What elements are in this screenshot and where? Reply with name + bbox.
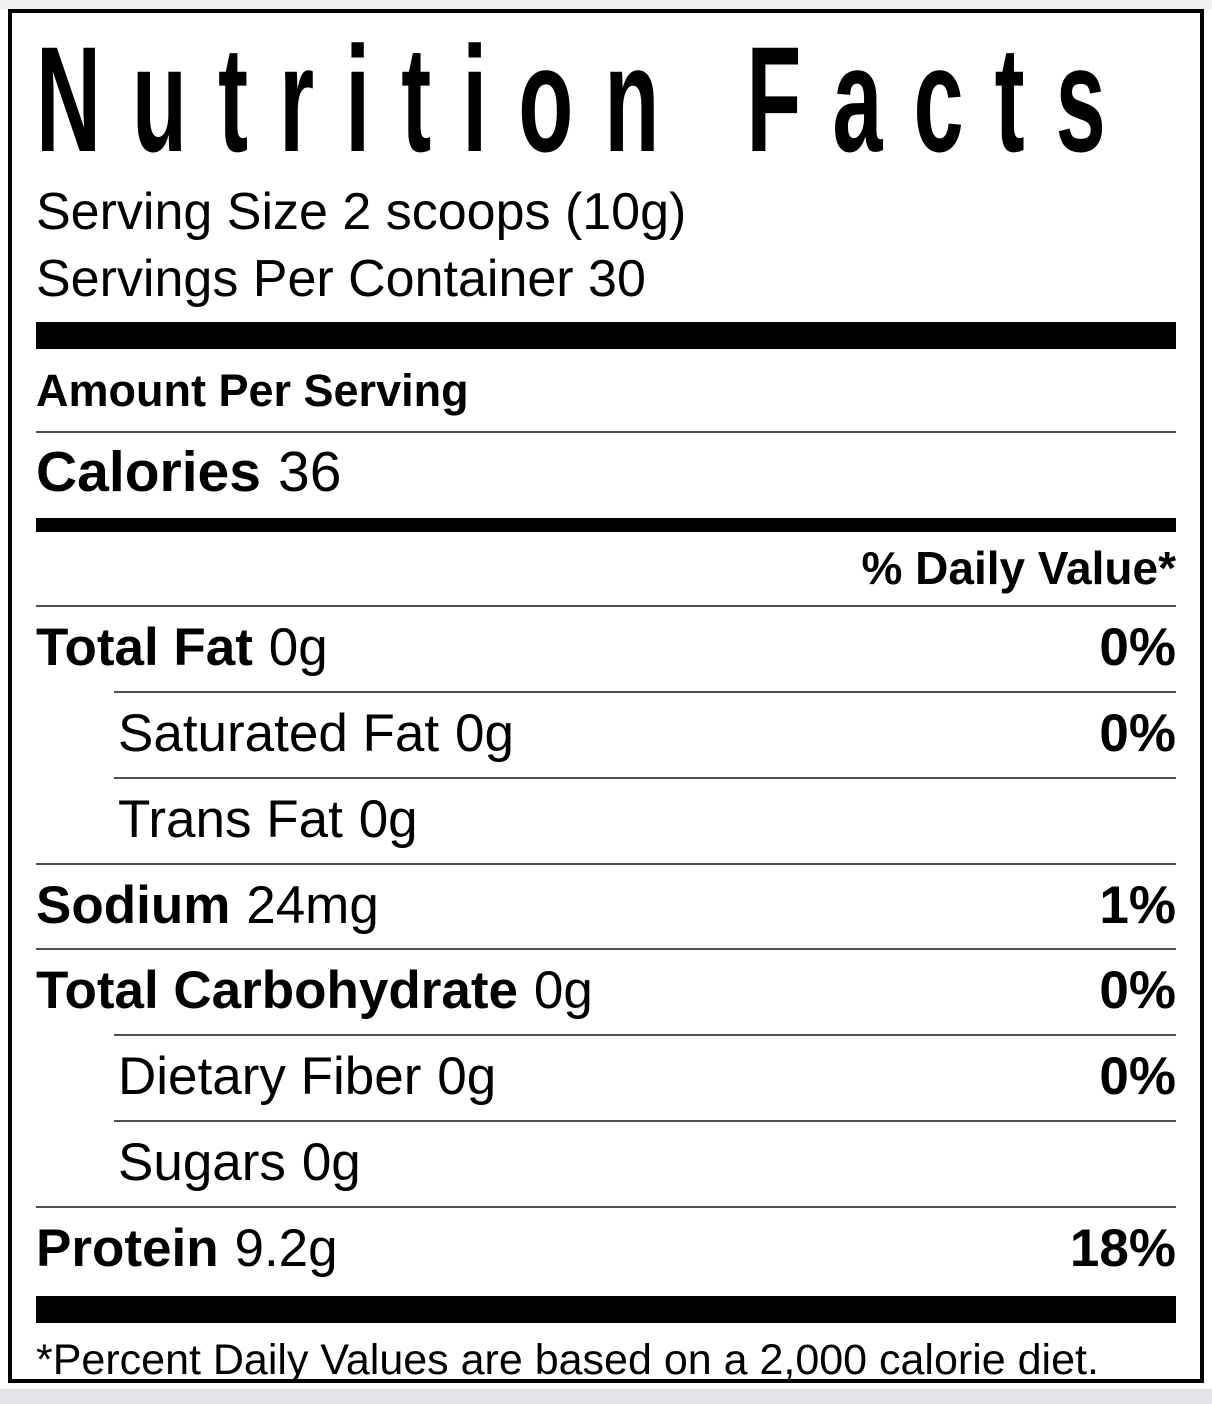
nutrient-row-trans-fat: Trans Fat 0g [36, 779, 1176, 863]
nutrient-name: Sodium [36, 875, 231, 935]
label-title: Nutrition Facts [36, 15, 1137, 183]
nutrient-text: Total Carbohydrate 0g [36, 961, 593, 1022]
amount-per-serving-heading: Amount Per Serving [36, 365, 469, 417]
divider-bar-thick-top [36, 322, 1176, 350]
nutrient-text: Sugars 0g [118, 1133, 361, 1194]
nutrient-text: Saturated Fat 0g [118, 704, 514, 765]
nutrient-name: Protein [36, 1219, 219, 1279]
calories-value: 36 [278, 440, 342, 505]
bottom-edge-strip [0, 1389, 1212, 1404]
nutrient-row-dietary-fiber: Dietary Fiber 0g 0% [36, 1036, 1176, 1120]
nutrient-amount: 9.2g [234, 1219, 338, 1279]
nutrition-facts-label: Nutrition Facts Serving Size 2 scoops (1… [8, 9, 1204, 1383]
nutrient-amount: 0g [455, 703, 514, 763]
nutrient-name: Sugars [118, 1133, 286, 1193]
nutrient-name: Total Carbohydrate [36, 961, 518, 1021]
divider-hairline [36, 948, 1176, 951]
nutrient-amount: 0g [301, 1133, 361, 1193]
nutrient-name: Total Fat [36, 617, 253, 677]
daily-value-header: % Daily Value* [861, 541, 1177, 594]
nutrient-row-sugars: Sugars 0g [36, 1122, 1176, 1206]
divider-bar-thick-bottom [36, 1296, 1176, 1324]
nutrient-text: Sodium 24mg [36, 876, 379, 937]
divider-hairline-indented [114, 1120, 1176, 1123]
nutrient-text: Dietary Fiber 0g [118, 1047, 496, 1108]
serving-size-text: Serving Size 2 scoops (10g) [36, 183, 687, 241]
divider-hairline [36, 862, 1176, 865]
footnote-text: *Percent Daily Values are based on a 2,0… [36, 1336, 1099, 1383]
nutrient-amount: 0g [268, 617, 328, 677]
daily-value-percent: 0% [1099, 961, 1176, 1021]
nutrient-amount: 24mg [246, 875, 379, 935]
daily-value-percent: 0% [1099, 1047, 1176, 1107]
divider-hairline-indented [114, 1034, 1176, 1037]
divider-hairline-indented [114, 776, 1176, 779]
top-edge-strip [0, 0, 1212, 9]
nutrient-amount: 0g [437, 1047, 497, 1107]
nutrient-text: Trans Fat 0g [118, 790, 418, 851]
divider-hairline [36, 604, 1176, 607]
servings-per-container-text: Servings Per Container 30 [36, 250, 646, 309]
divider-hairline-indented [114, 690, 1176, 693]
nutrient-row-sodium: Sodium 24mg 1% [36, 865, 1176, 949]
nutrient-name: Dietary Fiber [118, 1047, 422, 1107]
daily-value-percent: 0% [1099, 703, 1176, 763]
nutrient-name: Trans Fat [118, 789, 343, 849]
nutrient-text: Protein 9.2g [36, 1219, 338, 1280]
nutrient-amount: 0g [358, 789, 418, 849]
calories-row: Calories 36 [36, 433, 1176, 518]
calories-label: Calories [36, 440, 261, 505]
label-title-wrap: Nutrition Facts [36, 23, 1176, 179]
daily-value-percent: 18% [1069, 1219, 1176, 1279]
daily-value-percent: 0% [1099, 617, 1176, 677]
nutrient-row-total-fat: Total Fat 0g 0% [36, 607, 1176, 691]
nutrient-row-saturated-fat: Saturated Fat 0g 0% [36, 693, 1176, 777]
daily-value-percent: 1% [1099, 875, 1176, 935]
divider-bar-thin [36, 517, 1176, 532]
nutrient-row-protein: Protein 9.2g 18% [36, 1208, 1176, 1292]
nutrient-name: Saturated Fat [118, 703, 440, 763]
divider-hairline [36, 1206, 1176, 1209]
divider-hairline [36, 431, 1176, 434]
nutrient-amount: 0g [533, 961, 593, 1021]
nutrient-row-total-carbohydrate: Total Carbohydrate 0g 0% [36, 950, 1176, 1034]
nutrient-text: Total Fat 0g [36, 618, 328, 679]
